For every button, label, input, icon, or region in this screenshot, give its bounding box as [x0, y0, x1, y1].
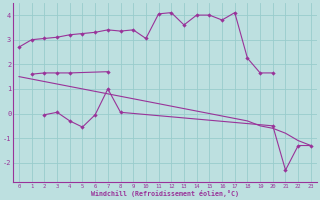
- X-axis label: Windchill (Refroidissement éolien,°C): Windchill (Refroidissement éolien,°C): [91, 190, 239, 197]
